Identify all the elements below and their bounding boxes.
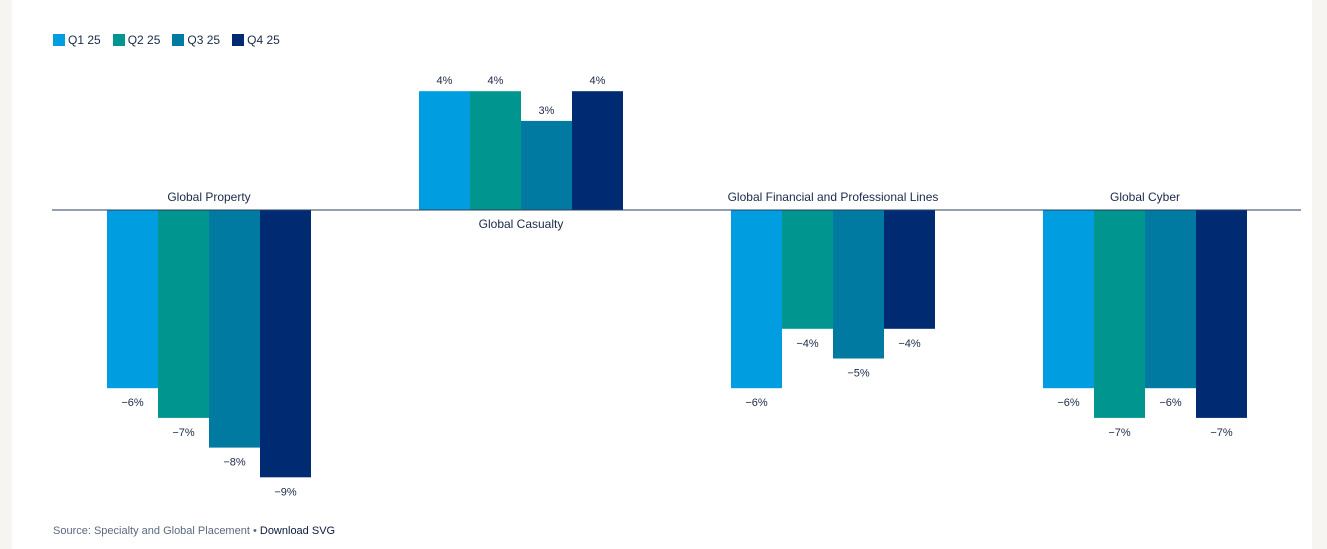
source-separator: • — [252, 525, 257, 537]
data-label-global-casualty-q3-25: 3% — [539, 105, 555, 117]
legend-swatch-q3 — [172, 34, 185, 46]
bar-global-casualty-q3-25 — [521, 120, 572, 210]
legend-swatch-q4 — [232, 34, 245, 46]
data-label-global-casualty-q2-25: 4% — [488, 75, 504, 87]
legend: Q1 25 Q2 25 Q3 25 Q4 25 — [53, 33, 280, 47]
legend-label-q3: Q3 25 — [187, 33, 221, 47]
legend-label-q2: Q2 25 — [127, 33, 161, 47]
data-label-global-financial-and-professional-lines-q2-25: −4% — [796, 338, 819, 350]
category-label-global-cyber: Global Cyber — [1110, 190, 1180, 204]
data-label-global-cyber-q1-25: −6% — [1057, 397, 1080, 409]
data-label-global-cyber-q4-25: −7% — [1210, 427, 1233, 439]
legend-label-q1: Q1 25 — [68, 33, 101, 47]
bar-global-property-q2-25 — [158, 210, 209, 418]
bar-global-financial-and-professional-lines-q3-25 — [833, 210, 884, 359]
category-label-global-casualty: Global Casualty — [479, 217, 564, 231]
legend-swatch-q1 — [53, 34, 65, 46]
bar-global-financial-and-professional-lines-q2-25 — [782, 210, 833, 329]
legend-label-q4: Q4 25 — [247, 33, 280, 47]
bar-global-casualty-q4-25 — [572, 91, 623, 210]
bar-global-cyber-q3-25 — [1145, 210, 1196, 389]
data-label-global-cyber-q3-25: −6% — [1159, 397, 1182, 409]
legend-swatch-q2 — [112, 34, 125, 46]
data-label-global-financial-and-professional-lines-q4-25: −4% — [898, 338, 921, 350]
data-label-global-casualty-q4-25: 4% — [590, 75, 606, 87]
source-text: Source: Specialty and Global Placement — [53, 525, 250, 537]
bar-global-cyber-q4-25 — [1196, 210, 1247, 418]
bar-global-property-q3-25 — [209, 210, 260, 448]
data-label-global-financial-and-professional-lines-q1-25: −6% — [745, 397, 768, 409]
bar-global-financial-and-professional-lines-q4-25 — [884, 210, 935, 329]
bar-global-cyber-q1-25 — [1043, 210, 1094, 389]
bar-global-property-q4-25 — [260, 210, 311, 478]
legend-item-q3[interactable]: Q3 25 — [172, 33, 220, 47]
source-footer: Source: Specialty and Global Placement •… — [53, 525, 335, 537]
bar-global-financial-and-professional-lines-q1-25 — [731, 210, 782, 389]
download-svg-link[interactable]: Download SVG — [259, 525, 336, 537]
bar-global-casualty-q1-25 — [419, 91, 470, 210]
data-label-global-financial-and-professional-lines-q3-25: −5% — [847, 368, 870, 380]
data-label-global-property-q4-25: −9% — [274, 486, 297, 498]
data-label-global-casualty-q1-25: 4% — [437, 75, 453, 87]
bar-global-cyber-q2-25 — [1094, 210, 1145, 418]
legend-item-q4[interactable]: Q4 25 — [232, 33, 280, 47]
data-label-global-property-q2-25: −7% — [172, 427, 195, 439]
data-label-global-cyber-q2-25: −7% — [1108, 427, 1131, 439]
legend-item-q1[interactable]: Q1 25 — [53, 33, 101, 47]
bar-global-casualty-q2-25 — [470, 91, 521, 210]
category-label-global-financial-and-professional-lines: Global Financial and Professional Lines — [728, 190, 939, 204]
data-label-global-property-q3-25: −8% — [223, 457, 246, 469]
legend-item-q2[interactable]: Q2 25 — [112, 33, 161, 47]
data-label-global-property-q1-25: −6% — [121, 397, 144, 409]
category-label-global-property: Global Property — [167, 190, 250, 204]
bar-global-property-q1-25 — [107, 210, 158, 389]
